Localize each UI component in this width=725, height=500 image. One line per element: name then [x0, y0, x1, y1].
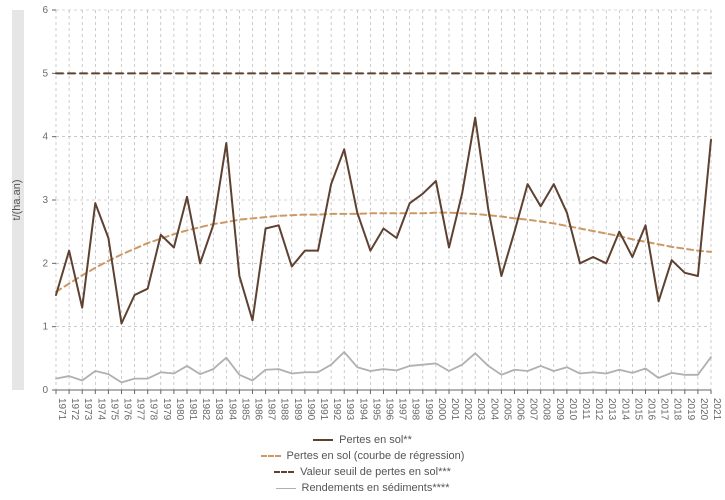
legend-label: Pertes en sol (courbe de régression) — [287, 450, 465, 462]
x-tick-label: 2020 — [698, 398, 709, 421]
legend-label: Pertes en sol** — [339, 434, 412, 446]
legend-swatch — [313, 439, 333, 441]
legend-swatch — [274, 471, 294, 473]
x-tick-label: 1990 — [305, 398, 316, 421]
x-tick-label: 2010 — [567, 398, 578, 421]
x-tick-label: 1996 — [384, 398, 395, 421]
x-tick-label: 2001 — [449, 398, 460, 421]
y-tick-label: 6 — [42, 5, 48, 16]
x-tick-label: 2016 — [646, 398, 657, 421]
x-tick-label: 1974 — [95, 398, 106, 421]
x-tick-label: 1972 — [69, 398, 80, 421]
x-tick-label: 2004 — [488, 398, 499, 421]
x-tick-label: 1991 — [318, 398, 329, 421]
legend-label: Valeur seuil de pertes en sol*** — [300, 466, 451, 478]
x-tick-label: 2021 — [711, 398, 722, 421]
x-tick-label: 2019 — [685, 398, 696, 421]
legend-swatch — [261, 455, 281, 457]
x-tick-label: 1973 — [82, 398, 93, 421]
x-tick-label: 2013 — [606, 398, 617, 421]
x-tick-label: 1988 — [279, 398, 290, 421]
x-tick-label: 1971 — [56, 398, 67, 421]
y-tick-label: 3 — [42, 195, 48, 206]
x-tick-label: 1997 — [397, 398, 408, 421]
x-tick-label: 1979 — [161, 398, 172, 421]
x-tick-label: 1978 — [148, 398, 159, 421]
x-tick-label: 1985 — [239, 398, 250, 421]
x-tick-label: 1983 — [213, 398, 224, 421]
x-tick-label: 1994 — [357, 398, 368, 421]
legend: Pertes en sol** Pertes en sol (courbe de … — [0, 432, 725, 496]
y-tick-label: 0 — [42, 385, 48, 396]
x-tick-label: 2015 — [632, 398, 643, 421]
x-tick-label: 1992 — [331, 398, 342, 421]
y-tick-label: 4 — [42, 132, 48, 143]
x-tick-label: 1986 — [253, 398, 264, 421]
legend-item: Rendements en sédiments**** — [0, 480, 725, 496]
y-axis-label: t/(ha.an) — [11, 180, 23, 221]
x-tick-label: 2009 — [554, 398, 565, 421]
x-tick-label: 1981 — [187, 398, 198, 421]
x-tick-label: 2005 — [501, 398, 512, 421]
legend-label: Rendements en sédiments**** — [302, 482, 450, 494]
chart-container: 0 1 2 3 4 5 6 t/(ha.an) 197119721973197419751976… — [0, 0, 725, 500]
legend-item: Pertes en sol** — [0, 432, 725, 448]
x-tick-label: 1989 — [292, 398, 303, 421]
x-tick-label: 2017 — [659, 398, 670, 421]
x-tick-label: 1977 — [135, 398, 146, 421]
line-chart: 0 1 2 3 4 5 6 t/(ha.an) 197119721973197419751976… — [0, 0, 725, 500]
x-tick-label: 1982 — [200, 398, 211, 421]
x-tick-label: 2000 — [436, 398, 447, 421]
x-tick-label: 1980 — [174, 398, 185, 421]
y-tick-label: 5 — [42, 68, 48, 79]
x-tick-label: 1993 — [344, 398, 355, 421]
x-tick-label: 2012 — [593, 398, 604, 421]
y-tick-label: 1 — [42, 322, 48, 333]
x-tick-label: 1999 — [423, 398, 434, 421]
x-tick-label: 1975 — [108, 398, 119, 421]
x-tick-label: 1976 — [122, 398, 133, 421]
legend-swatch — [276, 488, 296, 489]
x-tick-label: 2008 — [541, 398, 552, 421]
x-tick-label: 2007 — [528, 398, 539, 421]
x-tick-label: 1998 — [410, 398, 421, 421]
x-tick-label: 1987 — [266, 398, 277, 421]
x-tick-label: 1995 — [370, 398, 381, 421]
x-tick-label: 2002 — [462, 398, 473, 421]
x-tick-label: 2003 — [475, 398, 486, 421]
y-tick-label: 2 — [42, 258, 48, 269]
x-tick-label: 2006 — [515, 398, 526, 421]
x-tick-label: 2014 — [619, 398, 630, 421]
x-tick-label: 2018 — [672, 398, 683, 421]
legend-item: Valeur seuil de pertes en sol*** — [0, 464, 725, 480]
legend-item: Pertes en sol (courbe de régression) — [0, 448, 725, 464]
x-tick-label: 2011 — [580, 398, 591, 420]
x-tick-label: 1984 — [226, 398, 237, 421]
